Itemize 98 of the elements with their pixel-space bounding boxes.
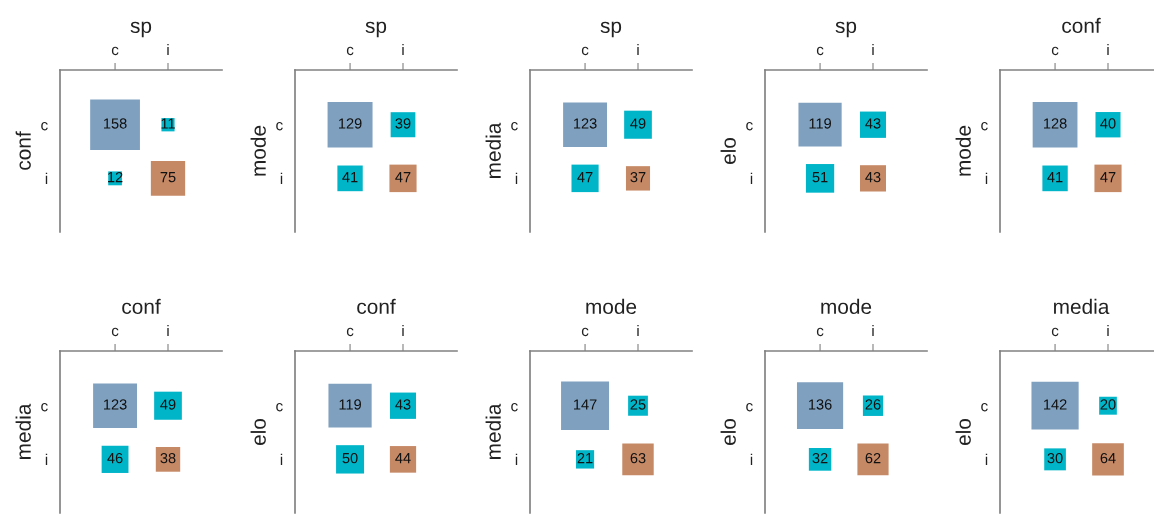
y-tick-label: i xyxy=(750,172,753,184)
x-tick-label: c xyxy=(581,327,589,337)
x-tick-label: i xyxy=(872,324,874,337)
y-tick-label: c xyxy=(746,122,753,131)
y-tick-label: i xyxy=(280,172,283,184)
y-tick-label: c xyxy=(41,122,48,131)
x-axis-title: conf xyxy=(122,298,161,315)
x-axis-title: conf xyxy=(1062,17,1101,34)
data-label: 51 xyxy=(812,172,828,183)
x-tick-label: c xyxy=(346,327,354,337)
x-tick-label: i xyxy=(402,324,404,337)
y-tick-label: i xyxy=(45,453,48,465)
data-label: 50 xyxy=(342,452,358,464)
data-label: 41 xyxy=(1047,172,1063,183)
data-label: 49 xyxy=(160,399,176,410)
data-label: 43 xyxy=(395,399,411,410)
y-axis-title: elo xyxy=(955,418,971,446)
y-axis-title: media xyxy=(485,122,501,178)
data-label: 21 xyxy=(577,452,593,464)
x-axis-title: media xyxy=(1054,298,1110,315)
x-tick-label: c xyxy=(111,46,119,56)
x-axis-title: sp xyxy=(600,21,622,38)
data-label: 32 xyxy=(812,452,828,464)
y-tick-label: c xyxy=(981,403,988,412)
x-tick-label: i xyxy=(1107,43,1109,56)
x-axis-title: sp xyxy=(130,21,152,38)
data-label: 46 xyxy=(107,452,123,464)
y-tick-label: c xyxy=(276,403,283,412)
y-tick-label: i xyxy=(985,453,988,465)
data-label: 39 xyxy=(395,118,411,129)
x-tick-label: i xyxy=(637,43,639,56)
y-tick-label: i xyxy=(515,453,518,465)
data-label: 25 xyxy=(630,399,646,410)
y-tick-label: c xyxy=(41,403,48,412)
y-axis-title: conf xyxy=(15,131,31,170)
x-tick-label: c xyxy=(1051,327,1059,337)
x-tick-label: i xyxy=(1107,324,1109,337)
y-axis-title: elo xyxy=(720,137,736,165)
x-tick-label: c xyxy=(816,327,824,337)
data-label: 47 xyxy=(577,172,593,183)
data-label: 128 xyxy=(1044,118,1067,129)
y-axis-title: elo xyxy=(720,418,736,446)
data-label: 20 xyxy=(1100,399,1116,410)
data-label: 62 xyxy=(865,452,881,464)
x-tick-label: i xyxy=(402,43,404,56)
y-tick-label: i xyxy=(515,172,518,184)
y-tick-label: c xyxy=(981,122,988,131)
x-tick-label: c xyxy=(581,46,589,56)
x-axis-title: sp xyxy=(835,21,857,38)
data-label: 119 xyxy=(339,399,361,410)
x-tick-label: i xyxy=(872,43,874,56)
x-tick-label: i xyxy=(637,324,639,337)
x-axis-title: mode xyxy=(821,298,872,315)
y-tick-label: i xyxy=(985,172,988,184)
y-tick-label: c xyxy=(511,403,518,412)
data-label: 123 xyxy=(104,399,127,410)
data-label: 147 xyxy=(574,399,597,410)
data-label: 41 xyxy=(342,172,358,183)
y-axis-title: elo xyxy=(250,418,266,446)
data-label: 38 xyxy=(160,452,176,464)
y-tick-label: c xyxy=(276,122,283,131)
data-label: 64 xyxy=(1100,452,1116,464)
data-label: 43 xyxy=(865,118,881,129)
data-label: 123 xyxy=(574,118,597,129)
data-label: 49 xyxy=(630,118,646,129)
x-tick-label: c xyxy=(346,46,354,56)
data-label: 136 xyxy=(809,399,832,410)
x-tick-label: c xyxy=(816,46,824,56)
data-label: 63 xyxy=(630,452,646,464)
y-axis-title: media xyxy=(485,403,501,459)
x-axis-title: sp xyxy=(365,21,387,38)
x-axis-title: conf xyxy=(357,298,396,315)
y-axis-title: media xyxy=(15,403,31,459)
y-tick-label: i xyxy=(45,172,48,184)
y-axis-title: mode xyxy=(955,125,971,176)
y-tick-label: c xyxy=(511,122,518,131)
y-tick-label: i xyxy=(750,453,753,465)
data-label: 37 xyxy=(630,171,646,183)
data-label: 26 xyxy=(865,399,881,410)
data-label: 119 xyxy=(809,118,831,129)
data-label: 142 xyxy=(1044,399,1067,410)
y-axis-title: mode xyxy=(250,125,266,176)
data-label: 44 xyxy=(395,453,411,464)
x-tick-label: c xyxy=(1051,46,1059,56)
data-label: 129 xyxy=(339,118,362,129)
y-tick-label: c xyxy=(746,403,753,412)
x-axis-title: mode xyxy=(586,298,637,315)
data-label: 40 xyxy=(1100,118,1116,129)
x-tick-label: c xyxy=(111,327,119,337)
y-tick-label: i xyxy=(280,453,283,465)
x-tick-label: i xyxy=(167,43,169,56)
data-label: 30 xyxy=(1047,452,1063,464)
data-label: 75 xyxy=(160,172,176,183)
data-label: 47 xyxy=(395,172,411,183)
x-tick-label: i xyxy=(167,324,169,337)
data-label: 47 xyxy=(1100,172,1116,183)
data-label: 158 xyxy=(104,118,127,129)
data-label: 43 xyxy=(865,171,881,183)
